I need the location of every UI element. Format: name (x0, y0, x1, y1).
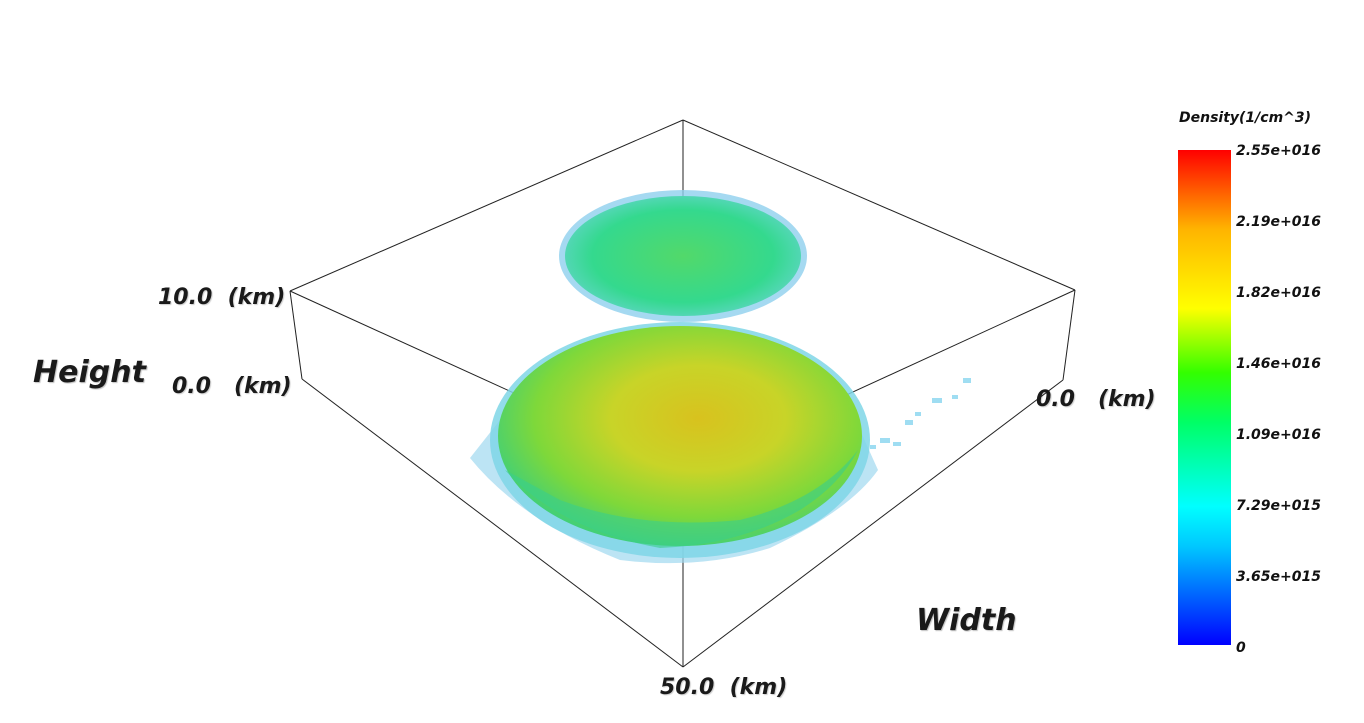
colorbar-tick-label: 2.55e+016 (1236, 143, 1321, 159)
colorbar-tick-label: 1.46e+016 (1236, 356, 1321, 372)
width-axis-title: Width (916, 603, 1017, 638)
width-tick-end: 50.0 (km) (660, 675, 788, 700)
scatter-fragments (870, 378, 971, 449)
colorbar (1178, 150, 1231, 645)
height-tick-bottom: 0.0 (km) (172, 374, 292, 399)
colorbar-tick-label: 1.82e+016 (1236, 285, 1321, 301)
colorbar-tick-label: 1.09e+016 (1236, 427, 1321, 443)
upper-density-disk (559, 190, 807, 322)
colorbar-tick-label: 2.19e+016 (1236, 214, 1321, 230)
height-tick-top: 10.0 (km) (158, 285, 286, 310)
height-axis-title: Height (33, 355, 146, 390)
width-tick-start: 0.0 (km) (1036, 387, 1156, 412)
colorbar-tick-label: 7.29e+015 (1236, 498, 1321, 514)
lower-density-disk (490, 322, 870, 558)
colorbar-tick-label: 3.65e+015 (1236, 569, 1321, 585)
colorbar-tick-label: 0 (1236, 640, 1246, 656)
colorbar-title: Density(1/cm^3) (1179, 110, 1312, 126)
